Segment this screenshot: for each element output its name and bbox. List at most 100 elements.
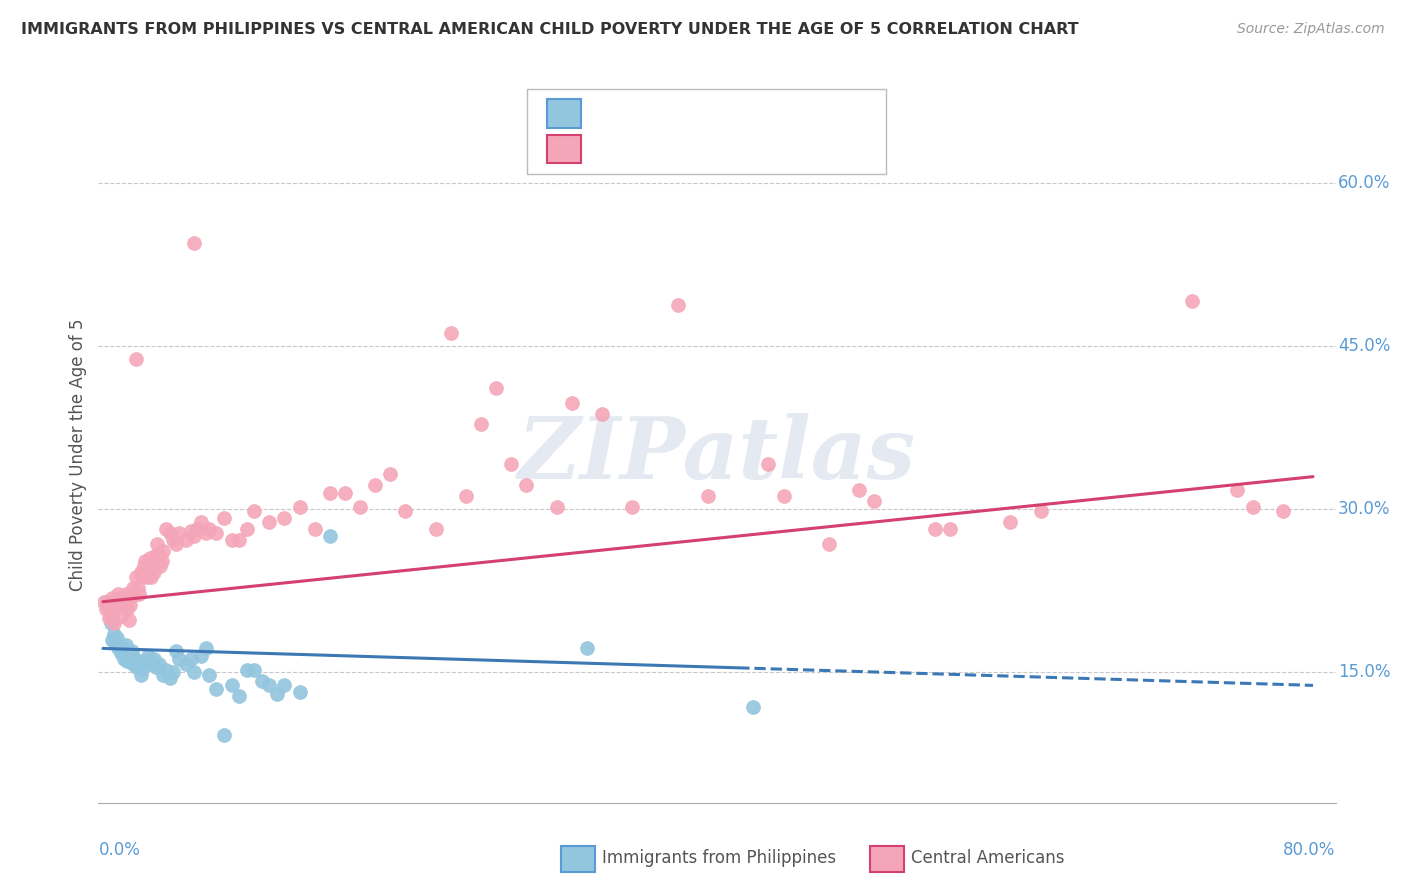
- Point: [772, 489, 794, 503]
- Text: -0.054: -0.054: [630, 104, 695, 122]
- Text: ZIPatlas: ZIPatlas: [517, 413, 917, 497]
- Point: [150, 554, 173, 568]
- Text: 60.0%: 60.0%: [1339, 174, 1391, 192]
- Point: [142, 558, 165, 573]
- Text: 88: 88: [735, 140, 761, 158]
- Point: [364, 478, 387, 492]
- Point: [96, 598, 118, 612]
- Point: [1226, 483, 1249, 497]
- Point: [183, 235, 205, 250]
- Point: [167, 652, 190, 666]
- Point: [111, 591, 134, 606]
- Point: [96, 595, 118, 609]
- Text: R =: R =: [591, 104, 630, 122]
- Point: [742, 700, 765, 714]
- Point: [131, 662, 153, 676]
- Point: [108, 591, 131, 606]
- Point: [146, 537, 169, 551]
- Point: [273, 678, 295, 692]
- Point: [134, 655, 156, 669]
- Point: [250, 674, 273, 689]
- Point: [98, 611, 121, 625]
- Point: [121, 643, 143, 657]
- Point: [349, 500, 371, 514]
- Point: [288, 685, 311, 699]
- Point: [180, 524, 202, 538]
- Point: [145, 660, 167, 674]
- Point: [124, 587, 146, 601]
- Point: [501, 457, 523, 471]
- Point: [145, 548, 167, 562]
- Point: [198, 667, 221, 681]
- Point: [1271, 504, 1294, 518]
- Point: [266, 687, 288, 701]
- Point: [205, 526, 228, 541]
- Point: [1000, 516, 1022, 530]
- Point: [110, 608, 132, 623]
- Point: [1241, 500, 1264, 514]
- Text: Source: ZipAtlas.com: Source: ZipAtlas.com: [1237, 22, 1385, 37]
- Text: N =: N =: [693, 104, 745, 122]
- Point: [304, 522, 326, 536]
- Point: [198, 522, 221, 536]
- Point: [243, 663, 266, 677]
- Point: [454, 489, 477, 503]
- Text: 54: 54: [735, 104, 761, 122]
- Point: [575, 641, 598, 656]
- Point: [104, 635, 127, 649]
- Point: [115, 655, 138, 669]
- Point: [394, 504, 416, 518]
- Point: [591, 407, 613, 421]
- Point: [118, 613, 141, 627]
- Point: [121, 589, 143, 603]
- Point: [174, 533, 197, 547]
- Point: [259, 678, 281, 692]
- Text: 15.0%: 15.0%: [1339, 664, 1391, 681]
- Point: [697, 489, 720, 503]
- Point: [120, 598, 142, 612]
- Point: [100, 606, 122, 620]
- Point: [125, 570, 148, 584]
- Point: [425, 522, 447, 536]
- Point: [470, 417, 492, 432]
- Point: [105, 595, 128, 609]
- Point: [1181, 293, 1204, 308]
- Text: Central Americans: Central Americans: [911, 849, 1064, 867]
- Point: [190, 516, 212, 530]
- Point: [127, 655, 149, 669]
- Point: [186, 522, 208, 536]
- Point: [114, 587, 136, 601]
- Point: [103, 616, 125, 631]
- Text: R =: R =: [591, 140, 630, 158]
- Point: [129, 566, 152, 580]
- Text: 45.0%: 45.0%: [1339, 337, 1391, 355]
- Point: [167, 526, 190, 541]
- Text: Immigrants from Philippines: Immigrants from Philippines: [602, 849, 837, 867]
- Point: [235, 522, 257, 536]
- Point: [152, 543, 174, 558]
- Point: [818, 537, 841, 551]
- Point: [124, 652, 146, 666]
- Point: [122, 657, 145, 671]
- Point: [101, 591, 124, 606]
- Y-axis label: Child Poverty Under the Age of 5: Child Poverty Under the Age of 5: [69, 318, 87, 591]
- Point: [110, 646, 132, 660]
- Point: [105, 631, 128, 645]
- Point: [259, 516, 281, 530]
- Point: [228, 690, 250, 704]
- Point: [94, 602, 117, 616]
- Point: [132, 558, 155, 573]
- Point: [440, 326, 463, 341]
- Point: [183, 529, 205, 543]
- Point: [152, 667, 174, 681]
- Point: [165, 643, 187, 657]
- Point: [159, 526, 181, 541]
- Point: [148, 548, 170, 562]
- Point: [205, 681, 228, 696]
- Point: [115, 602, 138, 616]
- Point: [120, 648, 142, 663]
- Point: [190, 648, 212, 663]
- Point: [380, 467, 402, 482]
- Point: [319, 529, 342, 543]
- Point: [485, 380, 508, 394]
